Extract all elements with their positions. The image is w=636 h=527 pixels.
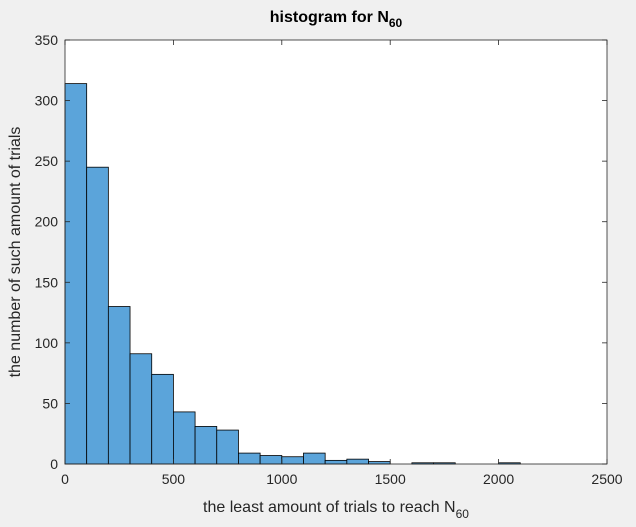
histogram-bar: [216, 429, 239, 465]
histogram-bar: [324, 459, 348, 465]
histogram-bar: [259, 455, 283, 465]
x-tick-labels: 0 500 1000 1500 2000 2500: [61, 471, 623, 487]
histogram-bars: [64, 83, 521, 465]
histogram-bar: [151, 373, 174, 465]
y-tick-label: 200: [35, 214, 59, 230]
y-axis-label: the number of such amount of trials: [7, 127, 24, 378]
histogram-bar: [238, 452, 261, 465]
histogram-bar: [172, 411, 196, 465]
x-axis-label: the least amount of trials to reach N60: [203, 499, 469, 521]
histogram-bar: [129, 353, 153, 465]
x-tick-label: 1000: [266, 471, 297, 487]
y-tick-label: 50: [42, 395, 58, 411]
histogram-bar: [86, 166, 109, 465]
histogram-bar: [346, 458, 369, 465]
x-tick-label: 2500: [591, 471, 622, 487]
x-tick-label: 500: [162, 471, 186, 487]
y-tick-label: 350: [35, 32, 59, 48]
x-tick-label: 2000: [483, 471, 514, 487]
histogram-bar: [64, 83, 88, 465]
y-tick-label: 0: [50, 456, 58, 472]
y-tick-label: 250: [35, 153, 59, 169]
histogram-bar: [303, 452, 326, 465]
chart-title: histogram for N60: [270, 9, 403, 30]
y-tick-label: 100: [35, 335, 59, 351]
x-tick-label: 1500: [375, 471, 406, 487]
histogram-bar: [281, 456, 304, 465]
histogram-bar: [194, 426, 218, 465]
y-tick-label: 150: [35, 274, 59, 290]
x-tick-label: 0: [61, 471, 69, 487]
histogram-bar: [107, 306, 131, 465]
y-tick-labels: 0 50 100 150 200 250 300 350: [35, 32, 59, 472]
axes-box: [64, 39, 608, 465]
y-tick-label: 300: [35, 93, 59, 109]
